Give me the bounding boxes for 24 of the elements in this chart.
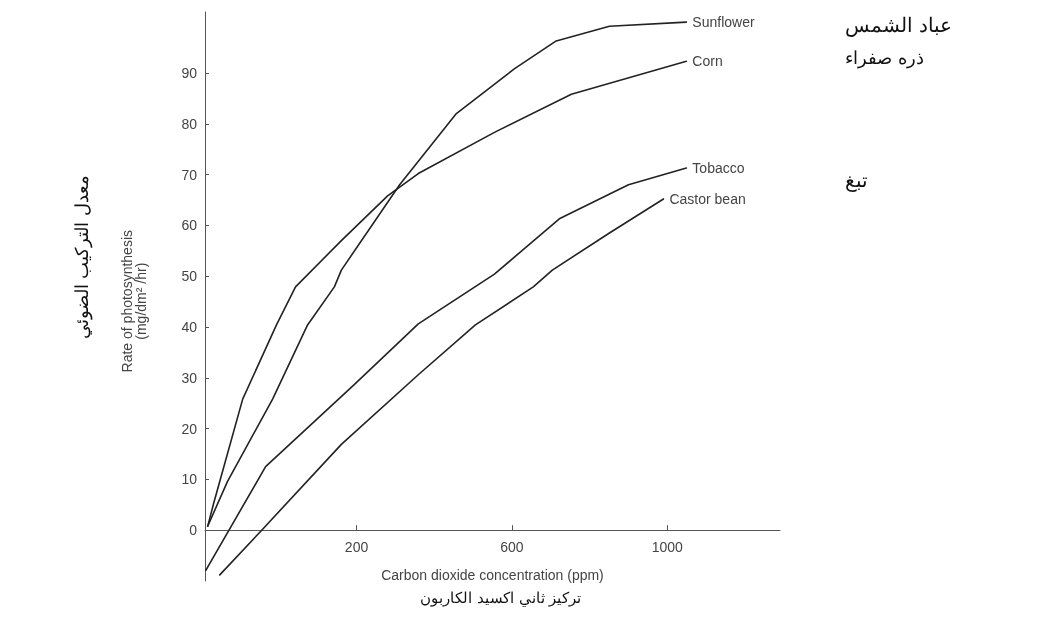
series-label: Corn bbox=[692, 53, 723, 70]
series-label: Tobacco bbox=[692, 159, 745, 176]
series-label: Castor bean bbox=[669, 190, 746, 207]
text: تركيز ثاني اكسيد الكاربون bbox=[420, 588, 582, 607]
y-axis-title: Rate of photosynthesis (mg/dm² /hr) bbox=[119, 230, 149, 373]
x-axis-title: Carbon dioxide concentration (ppm) bbox=[381, 567, 604, 584]
y-tick-label: 90 bbox=[181, 64, 198, 81]
x-tick-label: 200 bbox=[344, 539, 369, 556]
y-tick-label: 0 bbox=[189, 522, 198, 539]
text: معدل التركيب الضوئي bbox=[70, 174, 93, 340]
x-tick-label: 600 bbox=[500, 539, 524, 556]
y-tick-label: 10 bbox=[181, 471, 198, 488]
x-tick-label: 1000 bbox=[651, 539, 684, 556]
text: تبغ bbox=[845, 168, 868, 192]
y-tick-label: 70 bbox=[181, 166, 198, 183]
y-tick-label: 40 bbox=[181, 318, 198, 335]
y-tick-label: 30 bbox=[181, 369, 198, 386]
y-tick-label: 80 bbox=[181, 115, 198, 132]
y-tick-label: 60 bbox=[181, 217, 198, 234]
text: ذره صفراء bbox=[845, 46, 924, 69]
y-tick-label: 20 bbox=[181, 420, 198, 437]
text: عباد الشمس bbox=[845, 13, 953, 37]
series-label: Sunflower bbox=[692, 14, 755, 31]
y-tick-label: 50 bbox=[181, 268, 198, 285]
